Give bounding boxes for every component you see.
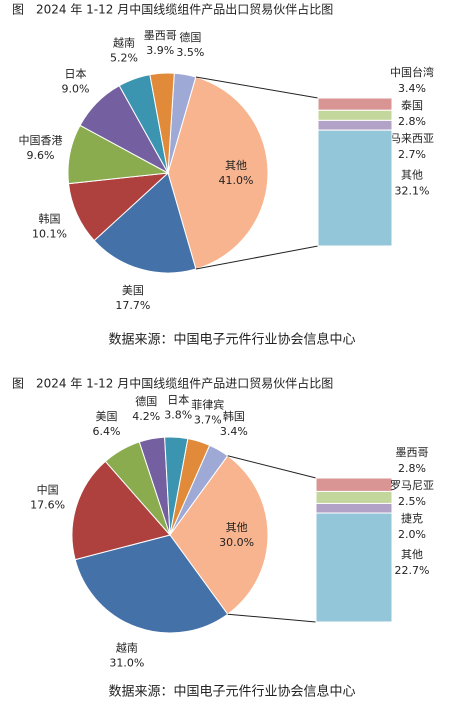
bar-segment (317, 109, 393, 121)
bar-segment (315, 512, 393, 623)
pie-slice (169, 455, 269, 615)
bar-segment (317, 129, 393, 247)
slice-value-label: 10.1% (32, 227, 67, 240)
pie-slice (167, 76, 269, 270)
slice-value-label: 30.0% (219, 536, 254, 549)
bar-value-label: 2.8% (398, 115, 426, 128)
bar-segment (315, 502, 393, 514)
bar-segment (317, 97, 393, 111)
slice-value-label: 3.5% (176, 46, 204, 59)
bar-label: 马来西亚 (390, 132, 434, 145)
connector-line (227, 613, 317, 623)
bar-label: 罗马尼亚 (390, 479, 434, 492)
slice-label: 越南 (113, 36, 135, 50)
bar-label: 捷克 (401, 511, 423, 525)
bar-value-label: 32.1% (395, 184, 430, 197)
slice-value-label: 6.4% (92, 425, 120, 438)
pie-slice (169, 438, 211, 536)
chart-title: 图 2024 年 1-12 月中国线缆组件产品出口贸易伙伴占比图 (12, 2, 333, 17)
slice-value-label: 9.6% (26, 149, 54, 162)
slice-value-label: 31.0% (109, 657, 144, 670)
slice-label: 德国 (135, 394, 157, 408)
slice-label: 越南 (116, 641, 138, 655)
source-note: 数据来源：中国电子元件行业协会信息中心 (108, 332, 355, 348)
slice-label: 日本 (65, 67, 87, 81)
connector-line (195, 245, 319, 270)
slice-label: 其他 (226, 521, 248, 534)
slice-value-label: 3.7% (194, 414, 222, 427)
slice-value-label: 9.0% (62, 83, 90, 96)
bar-value-label: 2.0% (398, 528, 426, 541)
pie-slice (149, 72, 175, 174)
slice-value-label: 4.2% (132, 410, 160, 423)
slice-value-label: 3.9% (146, 44, 174, 57)
pie-slice (74, 534, 229, 634)
connector-line (195, 76, 319, 99)
slice-value-label: 3.4% (220, 425, 248, 438)
slice-label: 美国 (95, 410, 117, 423)
slice-label: 美国 (122, 284, 144, 297)
bar-segment (315, 490, 393, 504)
bar-value-label: 2.7% (398, 148, 426, 161)
bar-label: 其他 (401, 168, 423, 181)
bar-value-label: 2.5% (398, 495, 426, 508)
bar-label: 泰国 (401, 98, 423, 112)
slice-label: 菲律宾 (191, 398, 224, 412)
bar-label: 墨西哥 (396, 446, 429, 459)
slice-label: 韩国 (223, 409, 245, 423)
slice-label: 德国 (179, 30, 201, 44)
slice-label: 日本 (167, 392, 189, 406)
connector-line (227, 455, 317, 479)
slice-label: 中国香港 (18, 134, 62, 147)
slice-value-label: 3.8% (164, 408, 192, 421)
bar-value-label: 3.4% (398, 82, 426, 95)
bar-label: 中国台湾 (390, 65, 434, 79)
slice-label: 韩国 (39, 211, 61, 225)
slice-label: 其他 (225, 159, 247, 172)
chart-title: 图 2024 年 1-12 月中国线缆组件产品进口贸易伙伴占比图 (12, 376, 333, 391)
bar-value-label: 2.8% (398, 462, 426, 475)
slice-value-label: 41.0% (219, 174, 254, 187)
bar-segment (317, 119, 393, 131)
pie-slice (71, 460, 171, 561)
pie-slice (93, 172, 197, 274)
bar-label: 其他 (401, 548, 423, 561)
slice-value-label: 17.6% (30, 498, 65, 511)
slice-label: 墨西哥 (144, 29, 177, 42)
bar-segment (315, 477, 393, 492)
slice-label: 中国 (37, 483, 59, 496)
source-note: 数据来源：中国电子元件行业协会信息中心 (108, 684, 355, 700)
slice-value-label: 5.2% (110, 52, 138, 65)
bar-value-label: 22.7% (395, 564, 430, 577)
slice-value-label: 17.7% (115, 299, 150, 312)
